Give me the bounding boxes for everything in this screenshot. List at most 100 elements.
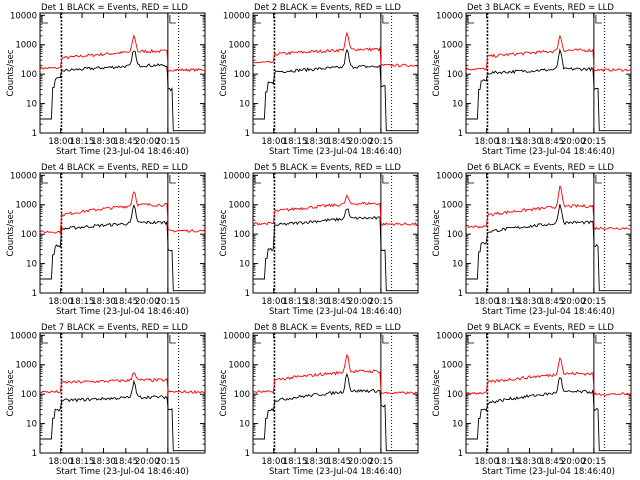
x-tick-label: 20:00 xyxy=(135,457,160,467)
x-tick-label: 18:45 xyxy=(114,457,139,467)
y-axis-label: Counts/sec xyxy=(6,49,16,96)
corner-bracket xyxy=(169,335,176,344)
detector-panel-1: 1 10 100 1000 10000 18:0018:1518:3018:4520:00… xyxy=(6,3,206,157)
y-tick-label: 10000 xyxy=(223,171,250,181)
events-series-line xyxy=(253,48,418,132)
detector-panel-2: 1 10 100 1000 10000 18:0018:1518:3018:4520:00… xyxy=(219,3,419,157)
lld-series-line xyxy=(252,194,419,227)
y-tick-label: 1 xyxy=(458,129,463,139)
x-tick-label: 20:00 xyxy=(135,137,160,147)
x-tick-label: 18:30 xyxy=(517,137,542,147)
detector-panel-5: 1 10 100 1000 10000 18:0018:1518:3018:4520:00… xyxy=(219,163,419,317)
y-tick-label: 10000 xyxy=(436,11,463,21)
panel-title: Det 8 BLACK = Events, RED = LLD xyxy=(254,323,401,333)
corner-bracket xyxy=(41,15,48,24)
x-tick-label: 20:15 xyxy=(582,297,607,307)
y-tick-label: 100 xyxy=(21,70,37,80)
x-tick-label: 18:45 xyxy=(114,137,139,147)
x-tick-label: 18:00 xyxy=(474,137,499,147)
y-tick-label: 100 xyxy=(21,390,37,400)
x-tick-label: 18:15 xyxy=(283,297,308,307)
y-tick-label: 10000 xyxy=(223,331,250,341)
y-tick-label: 100 xyxy=(234,230,250,240)
lld-series-line xyxy=(39,191,206,235)
x-tick-label: 20:15 xyxy=(369,137,394,147)
x-axis-label: Start Time (23-Jul-04 18:46:40) xyxy=(482,467,615,477)
y-tick-label: 1 xyxy=(458,289,463,299)
x-tick-label: 20:15 xyxy=(369,297,394,307)
y-axis-label: Counts/sec xyxy=(432,49,442,96)
x-tick-label: 18:30 xyxy=(91,297,116,307)
y-tick-label: 10 xyxy=(452,100,463,110)
y-tick-label: 10 xyxy=(239,420,250,430)
panel-title: Det 2 BLACK = Events, RED = LLD xyxy=(254,3,401,13)
x-tick-label: 18:30 xyxy=(304,297,329,307)
x-tick-label: 18:45 xyxy=(327,297,352,307)
y-tick-label: 1000 xyxy=(228,201,250,211)
y-tick-label: 1000 xyxy=(228,41,250,51)
x-axis-label: Start Time (23-Jul-04 18:46:40) xyxy=(482,307,615,317)
x-tick-label: 18:15 xyxy=(70,297,95,307)
detector-panel-3: 1 10 100 1000 10000 18:0018:1518:3018:4520:00… xyxy=(432,3,632,157)
y-tick-label: 100 xyxy=(447,230,463,240)
x-axis-label: Start Time (23-Jul-04 18:46:40) xyxy=(56,307,189,317)
x-tick-label: 18:00 xyxy=(261,457,286,467)
x-tick-label: 18:30 xyxy=(517,457,542,467)
y-axis-label: Counts/sec xyxy=(219,209,229,256)
x-tick-label: 18:15 xyxy=(283,457,308,467)
y-tick-label: 1000 xyxy=(15,201,37,211)
y-tick-label: 10 xyxy=(239,100,250,110)
y-axis-label: Counts/sec xyxy=(432,209,442,256)
y-tick-label: 10000 xyxy=(10,171,37,181)
corner-bracket xyxy=(595,335,602,344)
y-tick-label: 100 xyxy=(447,390,463,400)
corner-bracket xyxy=(382,175,389,184)
x-tick-label: 20:00 xyxy=(348,137,373,147)
plot-frame xyxy=(465,332,632,454)
x-tick-label: 18:00 xyxy=(261,297,286,307)
x-tick-label: 18:45 xyxy=(540,137,565,147)
panel-title: Det 6 BLACK = Events, RED = LLD xyxy=(467,163,614,173)
y-tick-label: 10 xyxy=(26,420,37,430)
y-axis-label: Counts/sec xyxy=(219,369,229,416)
x-axis-label: Start Time (23-Jul-04 18:46:40) xyxy=(269,307,402,317)
y-tick-label: 100 xyxy=(234,70,250,80)
corner-bracket xyxy=(41,335,48,344)
y-tick-label: 10000 xyxy=(436,171,463,181)
y-tick-label: 10 xyxy=(26,260,37,270)
detector-panel-9: 1 10 100 1000 10000 18:0018:1518:3018:4520:00… xyxy=(432,323,632,477)
events-series-line xyxy=(40,203,205,292)
events-series-line xyxy=(466,48,631,132)
x-tick-label: 18:15 xyxy=(496,137,521,147)
y-tick-label: 10 xyxy=(239,260,250,270)
x-tick-label: 18:00 xyxy=(474,457,499,467)
corner-bracket xyxy=(467,175,474,184)
detector-panel-7: 1 10 100 1000 10000 18:0018:1518:3018:4520:00… xyxy=(6,323,206,477)
y-axis-label: Counts/sec xyxy=(6,369,16,416)
y-tick-label: 100 xyxy=(21,230,37,240)
lld-series-line xyxy=(39,33,205,73)
plot-frame xyxy=(252,332,419,454)
x-axis-label: Start Time (23-Jul-04 18:46:40) xyxy=(56,467,189,477)
y-axis-label: Counts/sec xyxy=(6,209,16,256)
corner-bracket xyxy=(382,335,389,344)
lld-series-line xyxy=(465,357,632,397)
x-tick-label: 18:30 xyxy=(91,457,116,467)
corner-bracket xyxy=(382,15,389,24)
x-tick-label: 18:45 xyxy=(114,297,139,307)
plot-frame xyxy=(39,12,206,134)
panel-title: Det 1 BLACK = Events, RED = LLD xyxy=(41,3,188,13)
x-tick-label: 20:00 xyxy=(348,297,373,307)
plot-frame xyxy=(39,172,206,294)
plot-frame xyxy=(465,12,632,134)
x-tick-label: 18:00 xyxy=(474,297,499,307)
y-tick-label: 1 xyxy=(32,289,37,299)
plot-frame xyxy=(252,12,419,134)
corner-bracket xyxy=(254,335,261,344)
y-tick-label: 1000 xyxy=(441,201,463,211)
detector-panel-4: 1 10 100 1000 10000 18:0018:1518:3018:4520:00… xyxy=(6,163,206,317)
lld-series-line xyxy=(465,34,632,73)
x-tick-label: 18:45 xyxy=(540,297,565,307)
y-tick-label: 1000 xyxy=(441,41,463,51)
